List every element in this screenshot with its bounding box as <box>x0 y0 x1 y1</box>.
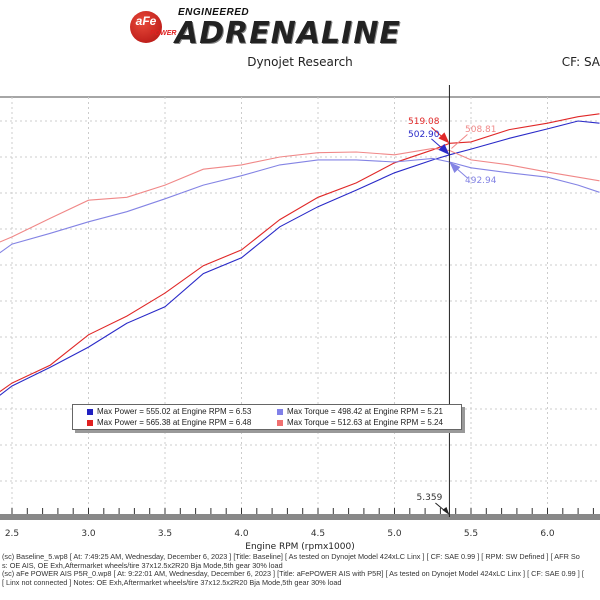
legend-swatch <box>277 419 283 426</box>
legend: Max Power = 555.02 at Engine RPM = 6.53 … <box>72 404 462 430</box>
annotation-arrow <box>451 134 468 149</box>
series-line-power_p5r <box>0 113 600 393</box>
x-tick-label: 3.0 <box>81 529 96 539</box>
run-info-line: (sc) Baseline_5.wp8 [ At: 7:49:25 AM, We… <box>2 552 580 561</box>
x-tick-label: 5.0 <box>387 529 402 539</box>
value-annotation: 519.08 <box>408 117 440 127</box>
x-axis-label: Engine RPM (rpmx1000) <box>245 542 355 552</box>
legend-swatch <box>87 408 93 415</box>
run-info-line: s: OE AIS, OE Exh,Aftermarket wheels/tir… <box>2 560 283 570</box>
afe-logo-power-text: POWER <box>150 30 177 37</box>
legend-text: Max Power = 565.38 at Engine RPM = 6.48 <box>97 418 252 427</box>
chart-subtitle: Dynojet Research <box>247 55 353 69</box>
afe-logo-badge <box>130 11 162 43</box>
correction-factor-label: CF: SA <box>561 55 600 69</box>
x-tick-label: 6.0 <box>540 529 555 539</box>
legend-text: Max Power = 555.02 at Engine RPM = 6.53 <box>97 407 252 416</box>
series-line-torque_p5r <box>0 147 600 243</box>
run-info-line: (sc) aFe POWER AIS P5R_0.wp8 [ At: 9:22:… <box>2 569 584 579</box>
series-line-power_baseline <box>0 120 600 396</box>
legend-entry: Max Power = 565.38 at Engine RPM = 6.48 <box>87 418 251 427</box>
value-annotation: 508.81 <box>465 125 497 135</box>
x-tick-label: 5.5 <box>464 529 478 539</box>
legend-swatch <box>87 419 93 426</box>
annotation-arrowhead <box>449 162 461 174</box>
x-tick-label: 4.5 <box>311 529 325 539</box>
logo-adrenaline-text: ADRENALINE <box>175 16 401 51</box>
cursor-value-label: 5.359 <box>417 493 443 503</box>
legend-text: Max Torque = 498.42 at Engine RPM = 5.21 <box>287 407 443 416</box>
legend-swatch <box>277 408 283 415</box>
afe-logo-text: aFe <box>135 14 157 28</box>
series-line-torque_baseline <box>0 157 600 254</box>
annotation-arrowhead <box>438 143 450 155</box>
value-annotation: 492.94 <box>465 176 497 186</box>
run-info-line: [ Linx not connected ] Notes: OE Exh,Aft… <box>2 577 342 587</box>
legend-entry: Max Torque = 512.63 at Engine RPM = 5.24 <box>277 418 443 427</box>
x-tick-label: 4.0 <box>234 529 249 539</box>
legend-entry: Max Power = 555.02 at Engine RPM = 6.53 <box>87 407 251 416</box>
legend-text: Max Torque = 512.63 at Engine RPM = 5.24 <box>287 418 443 427</box>
cursor-arrowhead <box>442 507 450 515</box>
grid <box>0 96 600 517</box>
legend-entry: Max Torque = 498.42 at Engine RPM = 5.21 <box>277 407 443 416</box>
annotations: 5.359 519.08 502.90 508.81 492.94 <box>408 85 497 517</box>
x-axis: 2.5 3.0 3.5 4.0 4.5 5.0 5.5 6.0 <box>0 508 600 539</box>
run-info-footer: (sc) Baseline_5.wp8 [ At: 7:49:25 AM, We… <box>2 552 598 587</box>
logo-engineered-text: ENGINEERED <box>178 7 250 18</box>
annotation-arrowhead <box>438 132 450 144</box>
x-tick-label: 2.5 <box>5 529 19 539</box>
x-axis-bar <box>0 514 600 520</box>
value-annotation: 502.90 <box>408 130 440 140</box>
series-lines <box>0 113 600 396</box>
x-tick-label: 3.5 <box>158 529 172 539</box>
